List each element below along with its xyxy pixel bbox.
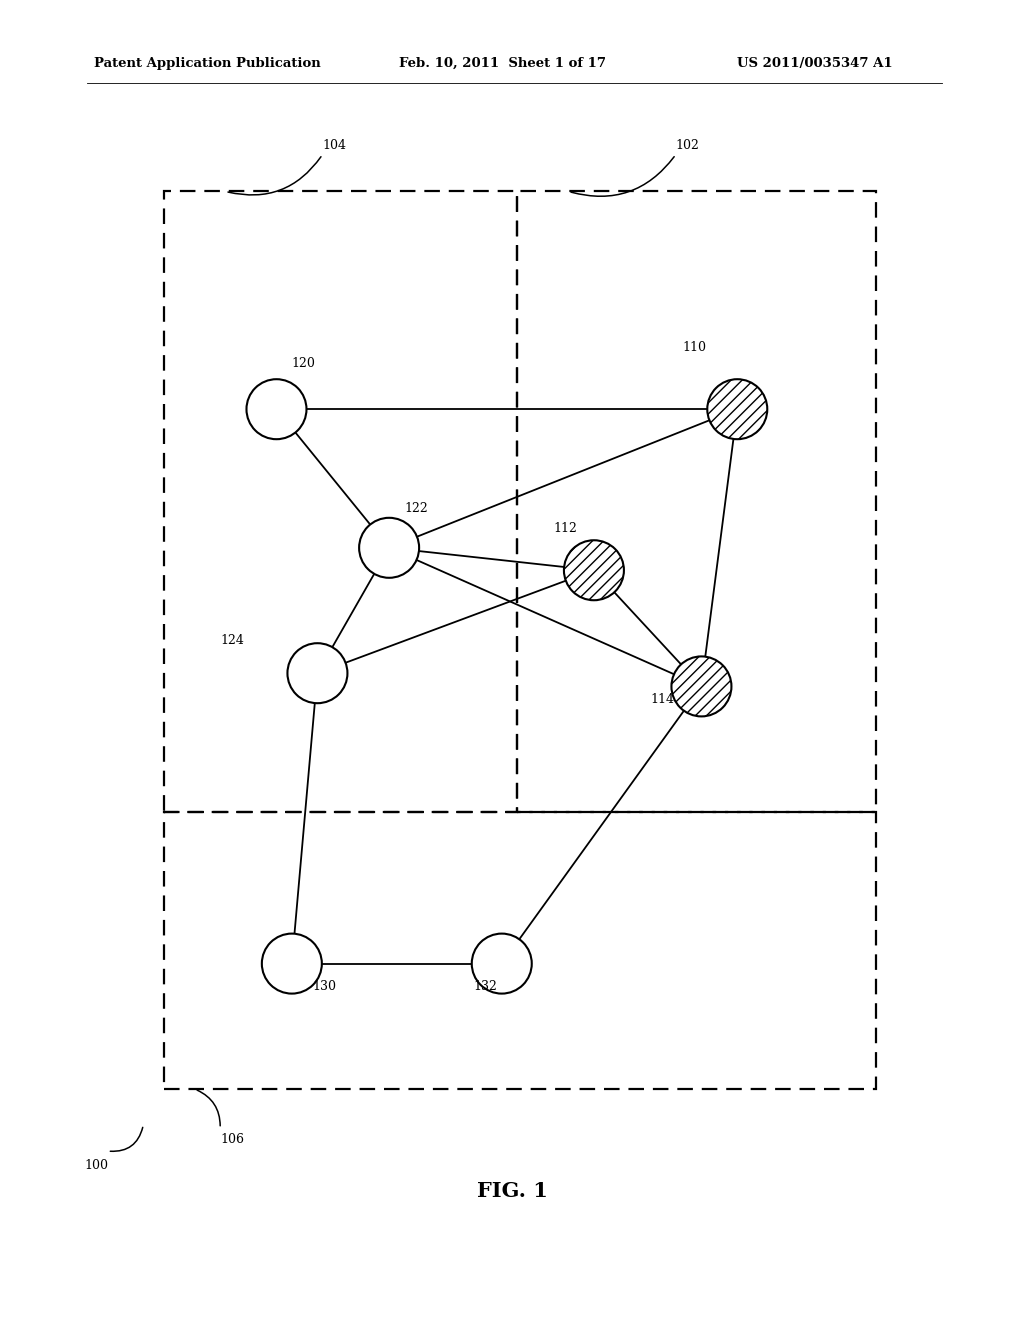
Ellipse shape — [472, 933, 531, 994]
Ellipse shape — [564, 540, 624, 601]
Text: 110: 110 — [682, 341, 706, 354]
Text: 132: 132 — [473, 979, 497, 993]
Text: 122: 122 — [404, 502, 428, 515]
Text: US 2011/0035347 A1: US 2011/0035347 A1 — [737, 57, 893, 70]
Ellipse shape — [247, 379, 306, 440]
Text: 120: 120 — [292, 356, 315, 370]
Ellipse shape — [672, 656, 731, 717]
Bar — [164, 191, 517, 812]
Ellipse shape — [288, 643, 347, 704]
Text: FIG. 1: FIG. 1 — [476, 1180, 548, 1201]
Text: 124: 124 — [220, 634, 244, 647]
Text: 106: 106 — [220, 1133, 244, 1146]
Ellipse shape — [708, 379, 767, 440]
Ellipse shape — [359, 517, 419, 578]
Text: 130: 130 — [312, 979, 336, 993]
Text: Patent Application Publication: Patent Application Publication — [94, 57, 321, 70]
Ellipse shape — [262, 933, 322, 994]
Text: 112: 112 — [553, 521, 577, 535]
Bar — [517, 191, 876, 812]
Text: Feb. 10, 2011  Sheet 1 of 17: Feb. 10, 2011 Sheet 1 of 17 — [399, 57, 606, 70]
Text: 114: 114 — [650, 693, 674, 706]
Text: 104: 104 — [323, 139, 346, 152]
Text: 100: 100 — [84, 1159, 108, 1172]
Bar — [164, 812, 876, 1089]
Text: 102: 102 — [676, 139, 699, 152]
